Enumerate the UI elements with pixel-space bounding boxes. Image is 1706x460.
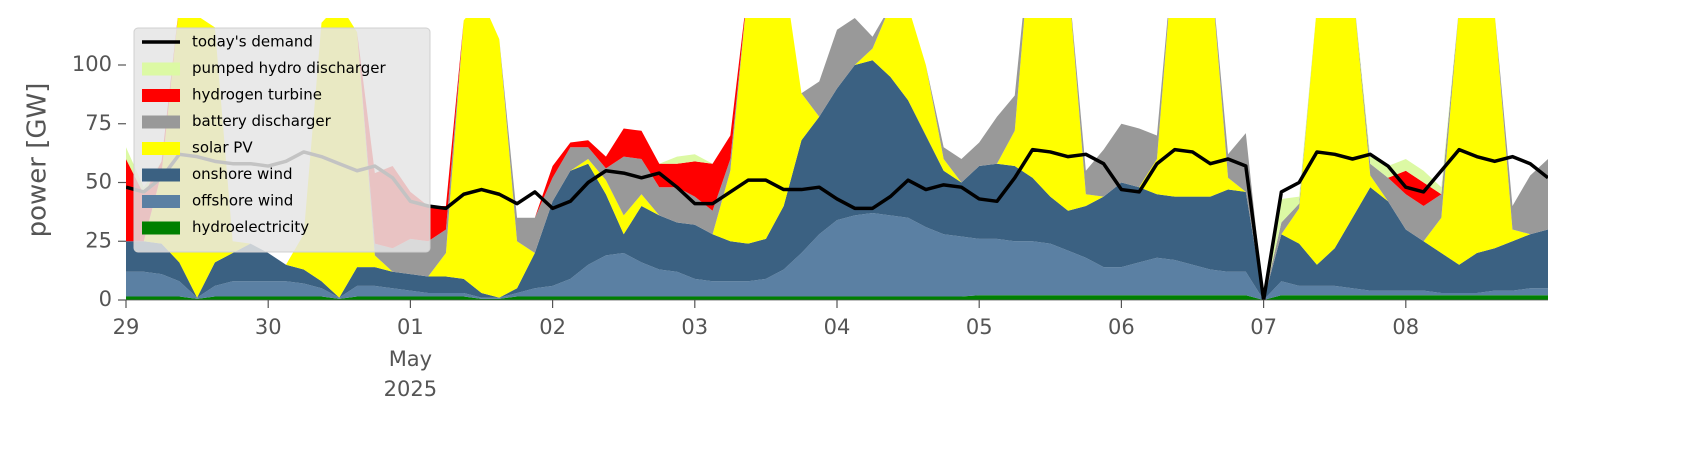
- x-tick-label: 08: [1392, 315, 1419, 339]
- plot-area: [126, 18, 1548, 300]
- legend-label: battery discharger: [192, 112, 332, 130]
- x-tick-label: 03: [681, 315, 708, 339]
- legend: today's demand pumped hydro discharger hyd…: [133, 27, 431, 253]
- x-tick-label: 07: [1250, 315, 1277, 339]
- x-tick-label: 29: [113, 315, 140, 339]
- y-axis-label: power [GW]: [23, 83, 53, 238]
- area: [126, 18, 1548, 300]
- area: [126, 18, 1548, 300]
- area: [126, 60, 1548, 300]
- x-month-label: May: [389, 347, 432, 371]
- legend-label: hydrogen turbine: [192, 86, 322, 104]
- legend-swatch: [142, 221, 180, 235]
- legend-label: pumped hydro discharger: [192, 59, 386, 77]
- legend-swatch: [142, 195, 180, 208]
- legend-swatch: [142, 168, 180, 182]
- legend-label: onshore wind: [192, 165, 292, 183]
- x-tick-label: 02: [539, 315, 566, 339]
- legend-label: solar PV: [192, 139, 253, 157]
- legend-swatch: [142, 89, 180, 102]
- area: [126, 213, 1548, 300]
- legend-swatch: [142, 142, 180, 155]
- legend-label: today's demand: [192, 33, 313, 51]
- x-tick-label: 05: [966, 315, 993, 339]
- y-tick-label: 75: [85, 111, 112, 135]
- x-tick-label: 30: [255, 315, 282, 339]
- legend-label: hydroelectricity: [192, 218, 309, 236]
- y-tick-label: 100: [72, 52, 112, 76]
- x-tick-label: 01: [397, 315, 424, 339]
- legend-swatch: [142, 62, 180, 76]
- legend-label: offshore wind: [192, 192, 293, 210]
- legend-box: [133, 27, 431, 253]
- x-tick-label: 06: [1108, 315, 1135, 339]
- axes: 0 25 50 75 100 29 30 01 02 03 04 05 06 07 08 May 2025: [72, 52, 1548, 401]
- x-tick-label: 04: [824, 315, 851, 339]
- y-tick-label: 0: [99, 287, 112, 311]
- y-tick-label: 50: [85, 170, 112, 194]
- legend-swatch: [142, 115, 180, 129]
- area: [126, 295, 1548, 300]
- y-tick-label: 25: [85, 228, 112, 252]
- x-year-label: 2025: [384, 377, 437, 401]
